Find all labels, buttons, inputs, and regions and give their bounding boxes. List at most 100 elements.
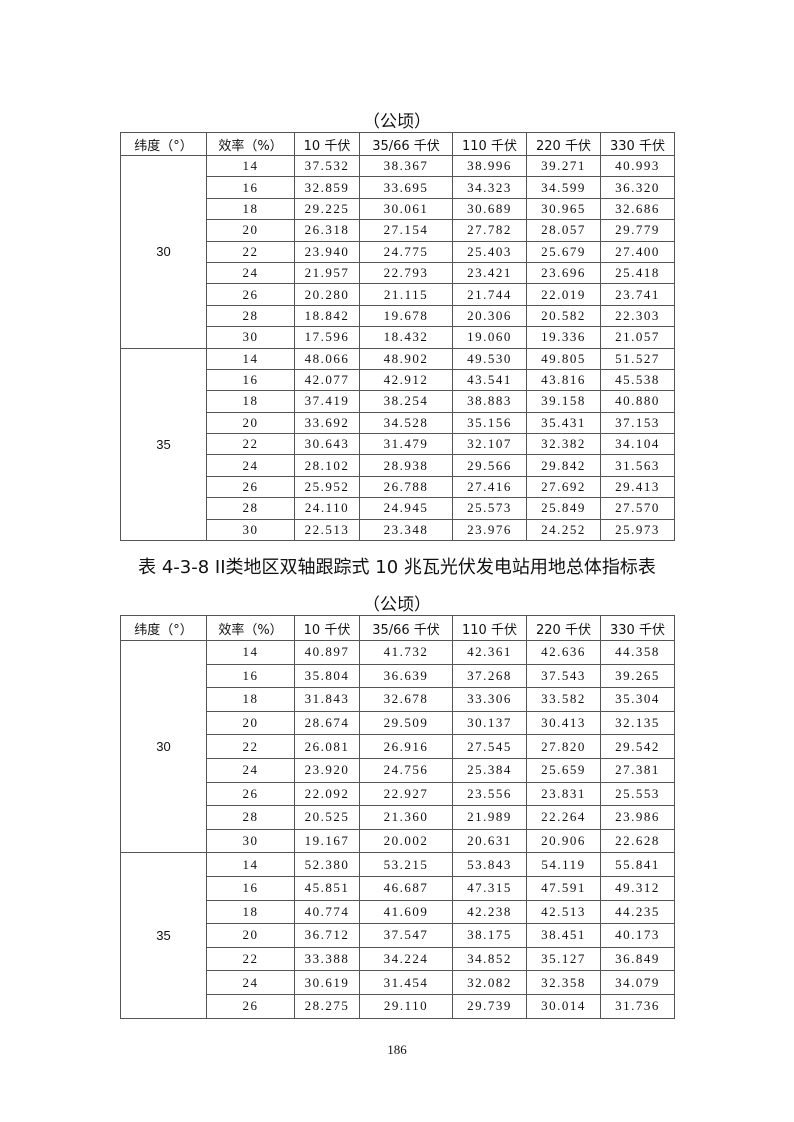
efficiency-cell: 14 xyxy=(206,347,295,370)
value-cell: 21.115 xyxy=(359,283,453,306)
column-header: 330 千伏 xyxy=(600,132,675,156)
value-cell: 45.538 xyxy=(600,368,675,392)
value-cell: 27.782 xyxy=(452,219,527,242)
value-cell: 40.880 xyxy=(600,390,675,413)
value-cell: 34.224 xyxy=(359,946,453,972)
value-cell: 48.902 xyxy=(359,347,453,370)
value-cell: 23.920 xyxy=(294,757,360,783)
value-cell: 42.361 xyxy=(452,640,527,665)
efficiency-cell: 20 xyxy=(206,710,295,736)
efficiency-cell: 14 xyxy=(206,640,295,665)
value-cell: 34.079 xyxy=(600,970,675,995)
efficiency-cell: 22 xyxy=(206,240,295,263)
value-cell: 29.566 xyxy=(452,454,527,477)
value-cell: 31.454 xyxy=(359,970,453,995)
value-cell: 27.545 xyxy=(452,734,527,759)
table-row: 20 36.712 37.547 38.175 38.451 40.173 xyxy=(121,923,675,948)
value-cell: 38.883 xyxy=(452,390,527,413)
table-row: 35 14 52.380 53.215 53.843 54.119 55.841 xyxy=(120,852,675,1019)
value-cell: 35.304 xyxy=(600,687,675,712)
value-cell: 39.158 xyxy=(526,390,601,413)
table-row: 26 22.092 22.927 23.556 23.831 25.553 xyxy=(121,781,675,807)
value-cell: 22.628 xyxy=(600,828,675,854)
value-cell: 34.104 xyxy=(600,433,675,456)
efficiency-cell: 16 xyxy=(206,176,295,199)
value-cell: 25.679 xyxy=(526,240,601,263)
value-cell: 30.137 xyxy=(452,710,527,736)
value-cell: 22.927 xyxy=(359,781,453,807)
value-cell: 42.513 xyxy=(526,899,601,925)
value-cell: 17.596 xyxy=(294,326,360,349)
value-cell: 40.993 xyxy=(600,154,675,178)
efficiency-cell: 14 xyxy=(206,852,295,877)
value-cell: 26.318 xyxy=(294,219,360,242)
table-row: 24 30.619 31.454 32.082 32.358 34.079 xyxy=(121,970,675,995)
efficiency-cell: 30 xyxy=(206,828,295,854)
efficiency-cell: 18 xyxy=(206,390,295,413)
value-cell: 20.906 xyxy=(526,828,601,854)
value-cell: 29.225 xyxy=(294,197,360,221)
column-header: 330 千伏 xyxy=(600,615,675,641)
efficiency-cell: 18 xyxy=(206,687,295,712)
value-cell: 25.418 xyxy=(600,261,675,285)
value-cell: 36.320 xyxy=(600,176,675,199)
value-cell: 36.712 xyxy=(294,923,360,948)
value-cell: 47.315 xyxy=(452,875,527,901)
table-row: 30 22.513 23.348 23.976 24.252 25.973 xyxy=(121,518,675,542)
value-cell: 55.841 xyxy=(600,852,675,877)
efficiency-cell: 24 xyxy=(206,757,295,783)
efficiency-cell: 18 xyxy=(206,197,295,221)
table1-header-row: 纬度（°） 效率（%） 10 千伏 35/66 千伏 110 千伏 220 千伏 330 千… xyxy=(120,132,675,156)
value-cell: 32.678 xyxy=(359,687,453,712)
value-cell: 40.897 xyxy=(294,640,360,665)
column-header: 110 千伏 xyxy=(452,132,527,156)
value-cell: 40.774 xyxy=(294,899,360,925)
value-cell: 44.358 xyxy=(600,640,675,665)
value-cell: 31.563 xyxy=(600,454,675,477)
value-cell: 32.382 xyxy=(526,433,601,456)
value-cell: 33.695 xyxy=(359,176,453,199)
value-cell: 38.367 xyxy=(359,154,453,178)
value-cell: 34.323 xyxy=(452,176,527,199)
value-cell: 22.303 xyxy=(600,304,675,328)
efficiency-cell: 20 xyxy=(206,219,295,242)
value-cell: 29.509 xyxy=(359,710,453,736)
value-cell: 22.092 xyxy=(294,781,360,807)
table-row: 20 26.318 27.154 27.782 28.057 29.779 xyxy=(121,219,675,242)
value-cell: 52.380 xyxy=(294,852,360,877)
value-cell: 33.582 xyxy=(526,687,601,712)
value-cell: 21.957 xyxy=(294,261,360,285)
value-cell: 45.851 xyxy=(294,875,360,901)
value-cell: 44.235 xyxy=(600,899,675,925)
table-row: 22 23.940 24.775 25.403 25.679 27.400 xyxy=(121,240,675,263)
value-cell: 53.843 xyxy=(452,852,527,877)
table-row: 26 28.275 29.110 29.739 30.014 31.736 xyxy=(121,993,675,1019)
value-cell: 43.816 xyxy=(526,368,601,392)
value-cell: 29.739 xyxy=(452,993,527,1019)
value-cell: 22.264 xyxy=(526,805,601,830)
value-cell: 18.432 xyxy=(359,326,453,349)
value-cell: 22.513 xyxy=(294,518,360,542)
value-cell: 32.358 xyxy=(526,970,601,995)
table-row: 16 32.859 33.695 34.323 34.599 36.320 xyxy=(121,176,675,199)
value-cell: 20.280 xyxy=(294,283,360,306)
value-cell: 19.336 xyxy=(526,326,601,349)
value-cell: 27.820 xyxy=(526,734,601,759)
value-cell: 19.678 xyxy=(359,304,453,328)
value-cell: 29.842 xyxy=(526,454,601,477)
value-cell: 42.912 xyxy=(359,368,453,392)
value-cell: 30.014 xyxy=(526,993,601,1019)
column-header: 10 千伏 xyxy=(294,615,360,641)
value-cell: 29.110 xyxy=(359,993,453,1019)
value-cell: 31.843 xyxy=(294,687,360,712)
efficiency-cell: 28 xyxy=(206,805,295,830)
value-cell: 25.849 xyxy=(526,497,601,520)
efficiency-cell: 26 xyxy=(206,283,295,306)
table-row: 24 21.957 22.793 23.421 23.696 25.418 xyxy=(121,261,675,285)
value-cell: 47.591 xyxy=(526,875,601,901)
table2-unit: （公顷） xyxy=(363,595,431,615)
efficiency-cell: 16 xyxy=(206,368,295,392)
efficiency-cell: 24 xyxy=(206,970,295,995)
value-cell: 26.916 xyxy=(359,734,453,759)
value-cell: 40.173 xyxy=(600,923,675,948)
